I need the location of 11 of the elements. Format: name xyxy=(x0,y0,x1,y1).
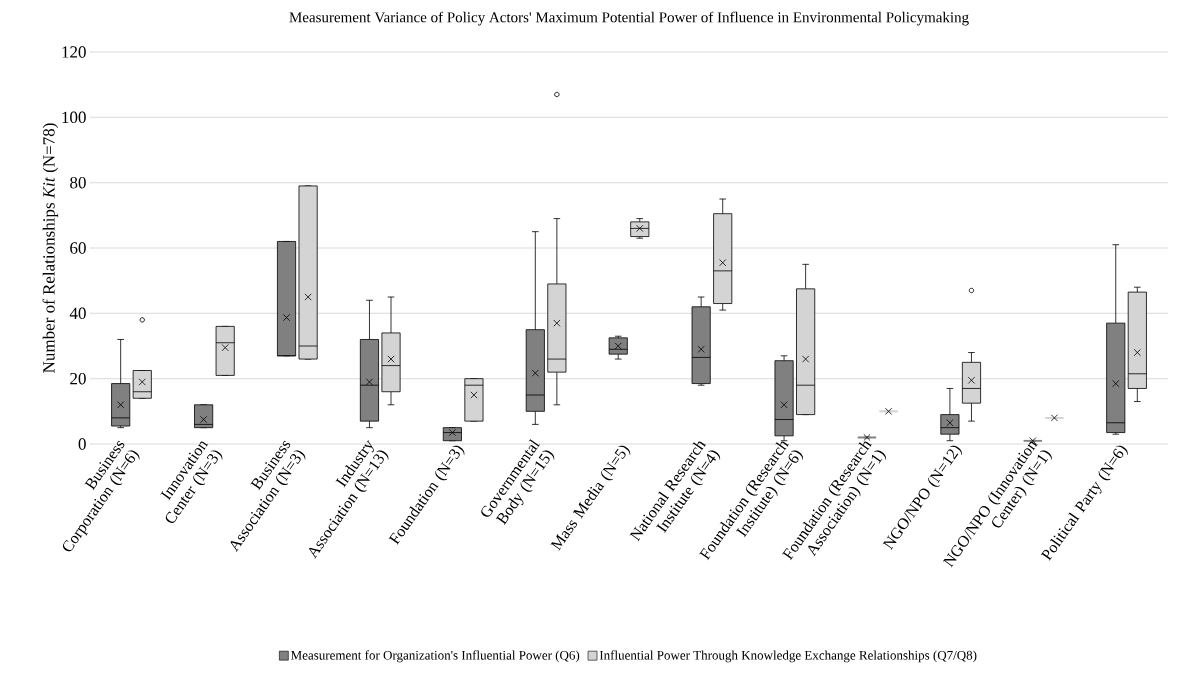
y-tick-label: 40 xyxy=(69,307,86,320)
y-axis-title: Number of Relationships Kit (N=78) xyxy=(42,123,59,373)
y-tick-label: 20 xyxy=(70,372,86,385)
legend-label: Measurement for Organization's Influential Power (Q6) xyxy=(291,650,580,663)
y-tick-label: 120 xyxy=(62,46,86,58)
y-tick-label: 0 xyxy=(78,438,86,450)
y-tick-label: 60 xyxy=(70,242,86,254)
y-tick-label: 100 xyxy=(62,111,86,124)
y-tick-label: 80 xyxy=(70,176,86,189)
chart-title: Measurement Variance of Policy Actors' Maximum Potential Power of Influence in Environmental Policymaking xyxy=(289,11,969,26)
legend-label: Influential Power Through Knowledge Exchange Relationships (Q7/Q8) xyxy=(599,650,977,663)
